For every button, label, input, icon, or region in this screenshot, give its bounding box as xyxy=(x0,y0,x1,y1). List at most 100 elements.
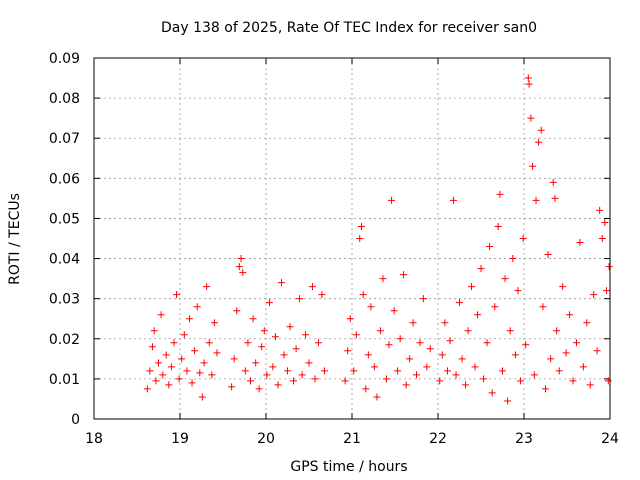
x-tick-label: 23 xyxy=(515,431,533,447)
data-point xyxy=(388,196,396,204)
data-point xyxy=(416,339,424,347)
plot-frame xyxy=(93,57,611,420)
data-point xyxy=(233,307,241,315)
data-point xyxy=(269,363,277,371)
data-point xyxy=(311,375,319,383)
data-point xyxy=(314,339,322,347)
data-point xyxy=(504,397,512,405)
data-point xyxy=(532,196,540,204)
data-point xyxy=(530,371,538,379)
y-tick-label: 0.02 xyxy=(49,332,80,348)
data-point xyxy=(486,243,494,251)
data-point xyxy=(547,355,555,363)
data-point xyxy=(367,303,375,311)
data-point xyxy=(379,275,387,283)
data-point xyxy=(501,275,509,283)
data-point xyxy=(496,190,504,198)
data-point xyxy=(559,283,567,291)
data-point xyxy=(191,347,199,355)
data-point xyxy=(491,303,499,311)
x-axis-label: GPS time / hours xyxy=(290,459,407,475)
data-point xyxy=(302,331,310,339)
data-point xyxy=(579,363,587,371)
data-point xyxy=(362,385,370,393)
data-point xyxy=(562,349,570,357)
data-point xyxy=(244,339,252,347)
data-point xyxy=(350,367,358,375)
data-point xyxy=(539,303,547,311)
data-point xyxy=(308,283,316,291)
data-point xyxy=(452,371,460,379)
data-point xyxy=(598,235,606,242)
data-point xyxy=(596,206,604,214)
data-point xyxy=(356,235,364,242)
x-tick-label: 24 xyxy=(601,431,619,447)
data-point xyxy=(590,291,598,299)
data-point xyxy=(441,319,449,327)
data-point xyxy=(175,375,183,383)
data-point xyxy=(423,363,431,371)
x-tick-label: 21 xyxy=(343,431,361,447)
data-point xyxy=(604,377,612,385)
data-point xyxy=(527,114,535,122)
data-point xyxy=(566,311,574,319)
data-point xyxy=(148,343,156,351)
data-point xyxy=(517,377,525,385)
data-point xyxy=(544,251,552,259)
data-point xyxy=(583,319,591,327)
data-point xyxy=(509,255,517,263)
data-point xyxy=(183,367,191,375)
y-tick-label: 0.09 xyxy=(49,51,80,67)
data-point xyxy=(370,363,378,371)
data-point xyxy=(593,347,601,355)
data-point xyxy=(542,385,549,393)
y-tick-label: 0 xyxy=(71,412,80,428)
data-point xyxy=(364,351,372,359)
data-point xyxy=(237,255,245,263)
y-tick-label: 0.01 xyxy=(49,372,80,388)
data-point xyxy=(426,345,434,353)
data-point xyxy=(170,339,178,347)
data-point xyxy=(477,265,485,273)
data-point xyxy=(514,287,522,295)
data-point xyxy=(449,196,457,204)
data-point xyxy=(196,369,204,377)
data-point xyxy=(249,315,257,323)
data-point xyxy=(188,379,196,387)
data-point xyxy=(572,339,580,347)
data-point xyxy=(419,295,427,303)
data-point xyxy=(228,383,236,391)
data-point xyxy=(280,351,288,359)
data-point xyxy=(359,291,367,299)
data-point xyxy=(438,351,446,359)
data-point xyxy=(511,351,519,359)
data-point xyxy=(456,299,463,307)
data-point xyxy=(480,375,488,383)
data-point xyxy=(203,283,211,291)
data-point xyxy=(159,371,167,379)
data-point xyxy=(167,363,175,371)
data-point xyxy=(274,381,282,389)
data-point xyxy=(525,80,533,88)
data-point xyxy=(553,327,561,335)
y-tick-label: 0.06 xyxy=(49,171,80,187)
data-point xyxy=(165,381,173,389)
data-point xyxy=(555,367,563,375)
data-point xyxy=(213,349,221,357)
data-point xyxy=(400,271,408,279)
data-point xyxy=(258,343,266,351)
data-point xyxy=(271,333,279,341)
axis-ticks: 18 19 20 21 22 23 24 0 0.01 0.02 0.03 0.04 0.05 0.06 0… xyxy=(49,51,619,447)
data-point xyxy=(458,355,466,363)
data-point xyxy=(436,377,444,385)
data-point xyxy=(488,389,496,397)
data-point xyxy=(535,138,543,146)
data-point xyxy=(537,126,545,134)
data-point xyxy=(474,311,482,319)
data-point xyxy=(376,327,384,335)
data-point xyxy=(290,377,298,385)
data-point xyxy=(569,377,577,385)
data-points xyxy=(143,74,613,405)
